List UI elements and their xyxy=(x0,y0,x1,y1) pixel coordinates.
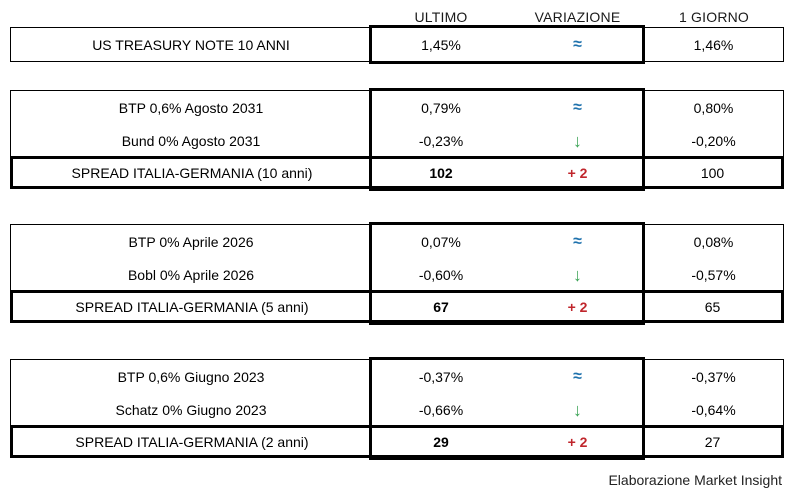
spread-value-1-giorno: 100 xyxy=(700,164,725,181)
spread-value-ultimo: 29 xyxy=(433,433,449,450)
value-1-giorno: 0,08% xyxy=(693,233,734,250)
value-ultimo: -0,60% xyxy=(418,266,464,283)
approx-equal-icon: ≈ xyxy=(573,233,582,250)
value-1-giorno: 1,46% xyxy=(693,36,734,53)
table-spread-2-anni: BTP 0,6% Giugno 2023 -0,37% ≈ -0,37% Sch… xyxy=(10,357,784,460)
row-label: Bund 0% Agosto 2031 xyxy=(121,132,261,149)
value-ultimo: -0,23% xyxy=(418,132,464,149)
spread-change: + 2 xyxy=(567,433,588,450)
spread-value-1-giorno: 27 xyxy=(704,433,721,450)
header-col-ultimo: ULTIMO xyxy=(414,9,468,25)
table-row: SPREAD ITALIA-GERMANIA (5 anni) 67 + 2 6… xyxy=(13,293,781,320)
header-col-1-giorno: 1 GIORNO xyxy=(678,9,750,25)
spread-row: SPREAD ITALIA-GERMANIA (2 anni) 29 + 2 2… xyxy=(10,425,784,458)
table-row: BTP 0,6% Agosto 2031 0,79% ≈ 0,80% xyxy=(11,91,783,124)
value-1-giorno: 0,80% xyxy=(693,99,734,116)
down-arrow-icon: ↓ xyxy=(573,399,582,420)
approx-equal-icon: ≈ xyxy=(573,368,582,385)
table-body: BTP 0,6% Giugno 2023 -0,37% ≈ -0,37% Sch… xyxy=(10,359,784,427)
value-ultimo: -0,66% xyxy=(418,401,464,418)
value-ultimo: 0,79% xyxy=(421,99,461,116)
table-body: US TREASURY NOTE 10 ANNI 1,45% ≈ 1,46% xyxy=(10,27,784,62)
table-row: Schatz 0% Giugno 2023 -0,66% ↓ -0,64% xyxy=(11,393,783,426)
table-row: BTP 0% Aprile 2026 0,07% ≈ 0,08% xyxy=(11,225,783,258)
header-col-variazione: VARIAZIONE xyxy=(534,9,621,25)
spread-label: SPREAD ITALIA-GERMANIA (10 anni) xyxy=(71,164,313,181)
down-arrow-icon: ↓ xyxy=(573,264,582,285)
table-us-treasury: US TREASURY NOTE 10 ANNI 1,45% ≈ 1,46% xyxy=(10,25,784,64)
value-1-giorno: -0,20% xyxy=(691,132,736,149)
approx-equal-icon: ≈ xyxy=(573,36,582,53)
row-label: BTP 0,6% Agosto 2031 xyxy=(118,99,264,116)
value-ultimo: -0,37% xyxy=(418,368,464,385)
value-ultimo: 0,07% xyxy=(421,233,461,250)
bond-yields-report: ULTIMO VARIAZIONE 1 GIORNO US TREASURY N… xyxy=(10,7,784,488)
table-row: BTP 0,6% Giugno 2023 -0,37% ≈ -0,37% xyxy=(11,360,783,393)
spread-change: + 2 xyxy=(567,164,588,181)
row-label: US TREASURY NOTE 10 ANNI xyxy=(92,36,290,53)
spread-label: SPREAD ITALIA-GERMANIA (2 anni) xyxy=(75,433,309,450)
column-headers: ULTIMO VARIAZIONE 1 GIORNO xyxy=(10,7,784,27)
table-row: Bund 0% Agosto 2031 -0,23% ↓ -0,20% xyxy=(11,124,783,157)
value-1-giorno: -0,64% xyxy=(691,401,736,418)
value-1-giorno: -0,37% xyxy=(691,368,736,385)
table-spread-10-anni: BTP 0,6% Agosto 2031 0,79% ≈ 0,80% Bund … xyxy=(10,88,784,191)
approx-equal-icon: ≈ xyxy=(573,99,582,116)
down-arrow-icon: ↓ xyxy=(573,130,582,151)
spread-value-ultimo: 102 xyxy=(429,164,453,181)
spread-value-ultimo: 67 xyxy=(433,298,449,315)
table-body: BTP 0,6% Agosto 2031 0,79% ≈ 0,80% Bund … xyxy=(10,90,784,158)
value-1-giorno: -0,57% xyxy=(691,266,736,283)
table-spread-5-anni: BTP 0% Aprile 2026 0,07% ≈ 0,08% Bobl 0%… xyxy=(10,222,784,325)
spread-label: SPREAD ITALIA-GERMANIA (5 anni) xyxy=(75,298,309,315)
table-row: Bobl 0% Aprile 2026 -0,60% ↓ -0,57% xyxy=(11,258,783,291)
row-label: Schatz 0% Giugno 2023 xyxy=(115,401,267,418)
table-row: SPREAD ITALIA-GERMANIA (10 anni) 102 + 2… xyxy=(13,159,781,186)
spread-value-1-giorno: 65 xyxy=(704,298,721,315)
row-label: Bobl 0% Aprile 2026 xyxy=(127,266,255,283)
row-label: BTP 0,6% Giugno 2023 xyxy=(117,368,265,385)
table-row: SPREAD ITALIA-GERMANIA (2 anni) 29 + 2 2… xyxy=(13,428,781,455)
row-label: BTP 0% Aprile 2026 xyxy=(128,233,254,250)
spread-row: SPREAD ITALIA-GERMANIA (10 anni) 102 + 2… xyxy=(10,156,784,189)
spread-change: + 2 xyxy=(567,298,588,315)
value-ultimo: 1,45% xyxy=(421,36,461,53)
table-body: BTP 0% Aprile 2026 0,07% ≈ 0,08% Bobl 0%… xyxy=(10,224,784,292)
footer-credit: Elaborazione Market Insight xyxy=(608,472,782,488)
spread-row: SPREAD ITALIA-GERMANIA (5 anni) 67 + 2 6… xyxy=(10,290,784,323)
table-row: US TREASURY NOTE 10 ANNI 1,45% ≈ 1,46% xyxy=(11,28,783,61)
